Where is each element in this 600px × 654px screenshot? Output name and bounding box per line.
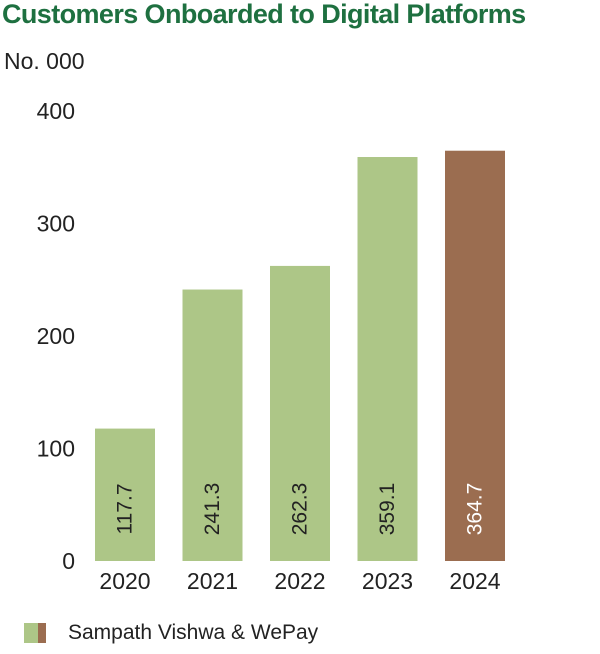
unit-label: No. 000	[4, 48, 85, 74]
legend-swatch-green	[24, 623, 38, 643]
y-axis-ticks: 0 100 200 300 400	[37, 98, 75, 574]
x-tick-label: 2020	[99, 568, 150, 594]
y-tick-label: 400	[37, 98, 75, 124]
y-tick-label: 100	[37, 436, 75, 462]
y-tick-label: 0	[62, 548, 75, 574]
bar	[357, 157, 418, 561]
x-tick-label: 2024	[449, 568, 500, 594]
bar	[182, 289, 243, 561]
bar	[270, 265, 330, 561]
chart-title: Customers Onboarded to Digital Platforms	[2, 0, 526, 29]
legend: Sampath Vishwa & WePay	[24, 620, 318, 646]
bar	[445, 150, 505, 561]
bar-value-labels: 117.7 241.3 262.3 359.1 364.7	[114, 483, 487, 536]
bar	[95, 428, 155, 561]
bar-value-label: 241.3	[201, 483, 224, 536]
y-tick-label: 300	[37, 211, 75, 237]
x-axis-ticks: 2020 2021 2022 2023 2024	[99, 568, 500, 594]
x-tick-label: 2021	[187, 568, 238, 594]
bar-value-label: 262.3	[289, 483, 312, 536]
legend-label: Sampath Vishwa & WePay	[68, 621, 319, 644]
legend-swatch	[24, 623, 46, 643]
y-tick-label: 200	[37, 323, 75, 349]
legend-swatch-brown	[38, 623, 46, 643]
bar-value-label: 364.7	[464, 483, 487, 536]
bars	[95, 150, 505, 561]
x-tick-label: 2022	[274, 568, 325, 594]
x-tick-label: 2023	[362, 568, 413, 594]
bar-value-label: 359.1	[376, 483, 399, 536]
bar-value-label: 117.7	[114, 484, 137, 535]
